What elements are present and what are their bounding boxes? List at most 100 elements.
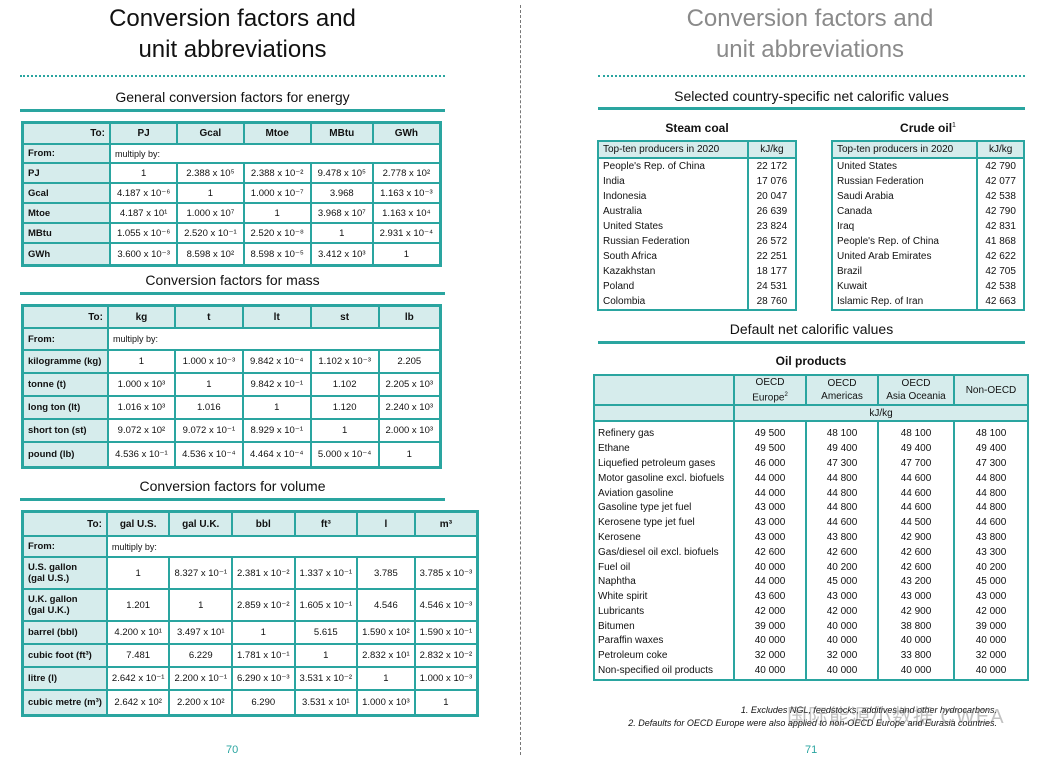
calorific-value: 22 172 (746, 158, 796, 174)
table-row: Non-specified oil products 40 000 40 000 40… (594, 664, 1028, 680)
country-heading-bar (598, 107, 1025, 110)
mass-col-header: kg (109, 307, 176, 329)
table-cell: 8.598 x 10² (178, 244, 245, 264)
table-cell: 43 300 (953, 545, 1028, 561)
watermark: 国际能源小数据 CWEA (787, 706, 1005, 728)
mass-from-row: From: multiply by: (24, 329, 439, 351)
table-row: Kazakhstan 18 177 (598, 264, 796, 279)
row-label: cubic foot (ft³) (24, 645, 108, 668)
oil-products-unit: kJ/kg (733, 405, 1028, 423)
table-cell: 43 000 (733, 530, 806, 546)
table-cell: 4.536 x 10⁻⁴ (175, 443, 244, 466)
row-label: U.S. gallon (gal U.S.) (24, 558, 108, 590)
table-cell: 1 (175, 374, 244, 397)
row-label-line2: (gal U.S.) (28, 573, 70, 584)
table-cell: 1 (111, 164, 179, 184)
calorific-value: 42 790 (976, 158, 1024, 174)
energy-heading-bar (20, 109, 445, 112)
region-line2: Europe (752, 392, 785, 404)
table-row: India 17 076 (598, 174, 796, 189)
energy-multiply-label: multiply by: (111, 145, 439, 164)
country-name: South Africa (603, 251, 657, 262)
table-cell: 44 600 (877, 486, 954, 502)
table-cell: 40 000 (953, 664, 1028, 680)
table-cell: 42 000 (805, 604, 878, 620)
table-row: Brazil 42 705 (832, 264, 1024, 279)
table-row: MBtu 1.055 x 10⁻⁶ 2.520 x 10⁻¹ 2.520 x 1… (24, 224, 439, 244)
table-cell: 2.642 x 10⁻¹ (107, 668, 171, 691)
table-row: GWh 3.600 x 10⁻³ 8.598 x 10² 8.598 x 10⁻… (24, 244, 439, 264)
table-cell: 6.290 (233, 691, 296, 714)
table-cell: 2.200 x 10² (170, 691, 233, 714)
table-row: Kerosene type jet fuel 43 000 44 600 44 500… (594, 516, 1028, 531)
table-cell: 44 600 (953, 516, 1028, 531)
table-row: Islamic Rep. of Iran 42 663 (832, 294, 1024, 310)
product-name: Fuel oil (598, 561, 631, 573)
table-cell: 3.968 x 10⁷ (311, 204, 374, 224)
mass-col-header: lb (379, 307, 439, 329)
mass-heading-bar (20, 292, 445, 295)
table-row: cubic foot (ft³) 7.481 6.229 1.781 x 10⁻… (24, 645, 477, 668)
table-cell: 3.968 (311, 184, 374, 204)
calorific-value: 42 077 (976, 174, 1024, 189)
country-name: United States (603, 221, 664, 232)
region-line1: OECD (755, 377, 785, 388)
table-cell: 39 000 (953, 619, 1028, 635)
table-row: Lubricants 42 000 42 000 42 900 42 000 (594, 604, 1028, 620)
mass-conversion-table: To: kg t lt st lb From: multiply by: kil… (21, 304, 442, 469)
product-name: Petroleum coke (598, 650, 668, 662)
energy-col-header: MBtu (311, 124, 374, 145)
right-page-title: Conversion factors and unit abbreviation… (595, 3, 1025, 65)
table-cell: 43 800 (805, 530, 878, 546)
default-heading-bar (598, 341, 1025, 344)
calorific-value: 42 663 (976, 294, 1024, 310)
table-cell: 4.464 x 10⁻⁴ (243, 443, 312, 466)
table-row: South Africa 22 251 (598, 249, 796, 264)
table-row: Fuel oil 40 000 40 200 42 600 40 200 (594, 560, 1028, 576)
table-cell: 44 500 (877, 516, 954, 531)
table-cell: 44 800 (805, 471, 878, 487)
region-line1: OECD (901, 378, 931, 390)
mass-heading: Conversion factors for mass (145, 272, 320, 288)
table-cell: 49 400 (877, 442, 954, 457)
mass-to-label: To: (24, 307, 109, 329)
table-row: People's Rep. of China 41 868 (832, 234, 1024, 249)
table-cell: 1 (415, 691, 477, 714)
footnote-2: 2. Defaults for OECD Europe were also ap… (628, 718, 997, 728)
row-label: PJ (24, 164, 111, 184)
table-row: Petroleum coke 32 000 32 000 33 800 32 000 (594, 649, 1028, 665)
calorific-value: 42 831 (976, 219, 1024, 234)
country-name: Poland (603, 281, 635, 292)
country-name: United Arab Emirates (837, 251, 932, 262)
product-name: Paraffin waxes (598, 635, 664, 647)
country-name: Kuwait (837, 281, 868, 292)
table-cell: 42 000 (733, 604, 806, 620)
volume-col-header: bbl (233, 513, 296, 537)
calorific-value: 17 076 (746, 174, 796, 189)
right-page: Conversion factors and unit abbreviation… (525, 0, 1055, 760)
country-name: People's Rep. of China (603, 161, 705, 172)
table-cell: 45 000 (953, 575, 1028, 591)
table-row: Iraq 42 831 (832, 219, 1024, 234)
table-cell: 44 000 (733, 575, 806, 591)
table-row: United States 42 790 (832, 158, 1024, 174)
volume-conversion-table: To: gal U.S. gal U.K. bbl ft³ l m³ From:… (21, 510, 480, 717)
table-cell: 43 000 (877, 590, 954, 605)
calorific-value: 23 824 (746, 219, 796, 234)
table-row: cubic metre (m³) 2.642 x 10² 2.200 x 10²… (24, 691, 477, 714)
table-cell: 44 600 (877, 471, 954, 487)
country-name: Brazil (837, 266, 863, 277)
region-col-header: OECD Europe2 (733, 375, 806, 407)
steam-coal-header-row: Top-ten producers in 2020 kJ/kg (598, 141, 796, 159)
crude-oil-header-unit: kJ/kg (976, 141, 1024, 159)
volume-col-header: ft³ (295, 513, 359, 537)
crude-oil-header-row: Top-ten producers in 2020 kJ/kg (832, 141, 1024, 159)
table-cell: 43 800 (953, 530, 1028, 546)
row-label: U.K. gallon (gal U.K.) (24, 590, 108, 622)
table-cell: 48 100 (877, 421, 954, 443)
right-title-line2: unit abbreviations (715, 36, 905, 63)
calorific-value: 28 760 (746, 294, 796, 310)
row-label-line1: U.K. gallon (28, 594, 78, 605)
table-cell: 40 000 (805, 664, 878, 680)
table-row: Gas/diesel oil excl. biofuels 42 600 42 60… (594, 545, 1028, 561)
